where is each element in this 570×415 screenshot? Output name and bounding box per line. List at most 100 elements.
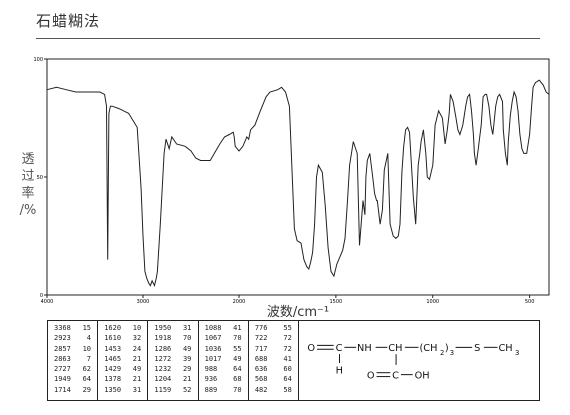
peak-table-row: 776 55 <box>255 323 298 333</box>
peak-table-row: 3368 15 <box>54 323 97 333</box>
chemical-structure: O C H NH CH (CH 2 ) 3 S CH 3 O C OH <box>299 320 540 401</box>
peak-table-row: 1378 21 <box>104 374 147 384</box>
peak-table-row: 688 41 <box>255 354 298 364</box>
peak-wavenumber: 988 <box>204 365 218 374</box>
peak-transmittance: 49 <box>233 354 242 363</box>
peak-wavenumber: 1714 <box>54 385 71 394</box>
peak-transmittance: 55 <box>233 344 242 353</box>
peak-table-row: 1088 41 <box>205 323 248 333</box>
peak-table-column: 1088 41 1067 70 1036 55 1017 49 988 64 936 68 889 70 <box>199 321 249 400</box>
peak-wavenumber: 2923 <box>54 334 71 343</box>
peak-transmittance: 29 <box>82 385 91 394</box>
y-tick-label: 0 <box>40 293 43 299</box>
peak-table-row: 1918 70 <box>154 333 197 343</box>
peak-wavenumber: 1950 <box>154 324 172 332</box>
structure-group-ch: CH <box>388 343 402 354</box>
peak-table-row: 1017 49 <box>205 354 248 364</box>
y-tick-label: 100 <box>33 57 43 63</box>
peak-table-row: 1204 21 <box>154 374 197 384</box>
peak-wavenumber: 1610 <box>104 334 122 343</box>
peak-table-row: 889 70 <box>205 385 248 395</box>
peak-wavenumber: 568 <box>254 375 268 384</box>
peak-wavenumber: 2863 <box>54 354 71 363</box>
structure-atom-h: H <box>336 366 343 377</box>
peak-transmittance: 15 <box>82 324 91 332</box>
y-axis-label-line3: 率 <box>21 185 34 201</box>
structure-chain-open: (CH <box>419 343 437 354</box>
peak-table-row: 1159 52 <box>154 385 197 395</box>
peak-table-column: 3368 15 2923 4 2857 10 2863 7 2727 62 1949 64 1714 29 <box>48 321 99 400</box>
peak-wavenumber: 3368 <box>54 324 71 332</box>
peak-wavenumber: 889 <box>204 385 218 394</box>
peak-wavenumber: 1232 <box>154 365 172 374</box>
structure-chain-sub3: 3 <box>450 349 454 357</box>
peak-wavenumber: 1453 <box>104 344 122 353</box>
peak-transmittance: 68 <box>233 375 242 384</box>
y-axis-label-line1: 透 <box>21 152 34 167</box>
peak-wavenumber: 1465 <box>104 354 122 363</box>
x-tick-label: 3000 <box>137 299 150 305</box>
x-tick-label: 1000 <box>426 299 439 305</box>
peak-table-row: 2923 4 <box>54 333 97 343</box>
peak-transmittance: 39 <box>182 354 192 363</box>
peak-transmittance: 70 <box>233 385 242 394</box>
peak-transmittance: 52 <box>182 385 192 394</box>
structure-atom-c-formyl: C <box>336 343 343 354</box>
peak-transmittance: 10 <box>132 324 142 332</box>
y-tick-label: 50 <box>37 175 43 181</box>
peak-table-row: 1950 31 <box>154 323 197 333</box>
peak-wavenumber: 717 <box>254 344 268 353</box>
x-axis-label: 波数/cm⁻¹ <box>267 305 329 320</box>
peak-transmittance: 70 <box>182 334 192 343</box>
peak-transmittance: 72 <box>283 344 292 353</box>
peak-transmittance: 55 <box>283 324 292 332</box>
peak-table: 3368 15 2923 4 2857 10 2863 7 2727 62 1949 64 1714 29… <box>47 320 299 401</box>
peak-transmittance: 31 <box>182 324 192 332</box>
peak-wavenumber: 1286 <box>154 344 172 353</box>
peak-wavenumber: 1949 <box>54 375 71 384</box>
peak-wavenumber: 1350 <box>104 385 122 394</box>
peak-wavenumber: 2727 <box>54 365 71 374</box>
peak-wavenumber: 722 <box>254 334 268 343</box>
structure-chain-sub2: 2 <box>440 349 444 357</box>
peak-table-row: 1610 32 <box>104 333 147 343</box>
peak-wavenumber: 1036 <box>204 344 222 353</box>
structure-atom-s: S <box>474 343 480 354</box>
structure-chain-close: ) <box>445 343 449 354</box>
peak-table-row: 717 72 <box>255 344 298 354</box>
peak-wavenumber: 1067 <box>204 334 222 343</box>
structure-atom-c-carboxyl: C <box>392 371 399 382</box>
peak-table-column: 776 55 722 72 717 72 688 41 636 60 568 64 482 58 <box>249 321 298 400</box>
peak-wavenumber: 1378 <box>104 375 122 384</box>
transmittance-series-line <box>46 79 550 288</box>
peak-transmittance: 32 <box>132 334 142 343</box>
peak-wavenumber: 482 <box>254 385 268 394</box>
peak-wavenumber: 1204 <box>154 375 172 384</box>
peak-wavenumber: 936 <box>204 375 218 384</box>
peak-table-row: 936 68 <box>205 374 248 384</box>
peak-transmittance: 4 <box>86 334 91 343</box>
peak-table-row: 1232 29 <box>154 364 197 374</box>
peak-wavenumber: 1918 <box>154 334 172 343</box>
peak-table-row: 1620 10 <box>104 323 147 333</box>
peak-table-row: 482 58 <box>255 385 298 395</box>
peak-transmittance: 21 <box>132 354 142 363</box>
structure-group-oh: OH <box>415 371 430 382</box>
peak-transmittance: 29 <box>182 365 192 374</box>
peak-table-row: 1949 64 <box>54 374 97 384</box>
peak-transmittance: 7 <box>86 354 91 363</box>
peak-transmittance: 64 <box>82 375 91 384</box>
peak-transmittance: 21 <box>132 375 142 384</box>
structure-group-ch3: CH <box>498 343 512 354</box>
structure-atom-o-left: O <box>307 343 315 354</box>
peak-transmittance: 60 <box>283 365 292 374</box>
title-divider <box>36 38 540 39</box>
peak-wavenumber: 688 <box>254 354 268 363</box>
peak-transmittance: 49 <box>182 344 192 353</box>
peak-transmittance: 41 <box>233 324 242 332</box>
peak-transmittance: 58 <box>283 385 292 394</box>
peak-wavenumber: 2857 <box>54 344 71 353</box>
peak-table-row: 1465 21 <box>104 354 147 364</box>
peak-table-row: 988 64 <box>205 364 248 374</box>
